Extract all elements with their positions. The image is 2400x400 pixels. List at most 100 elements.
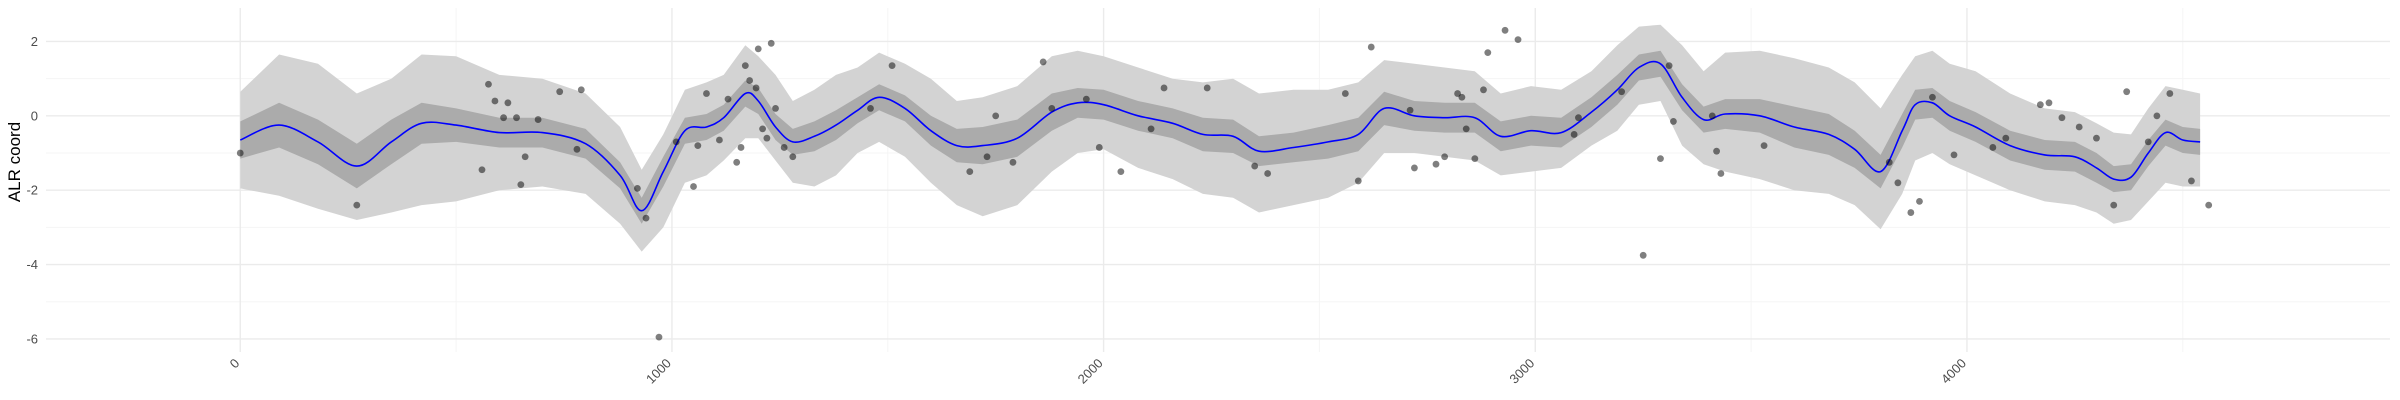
data-point — [1575, 114, 1582, 122]
y-axis-tick-labels: -6 -4 -2 0 2 — [26, 34, 38, 347]
data-point — [478, 166, 486, 174]
data-point — [655, 333, 663, 341]
inner-credible-band — [240, 50, 2201, 224]
data-point — [746, 77, 754, 84]
data-point — [1117, 168, 1125, 176]
data-point — [1618, 88, 1626, 96]
y-tick-label: -6 — [26, 331, 38, 346]
data-point — [733, 158, 741, 166]
data-point — [703, 90, 710, 97]
data-point — [642, 214, 650, 222]
data-point — [1885, 158, 1893, 166]
data-point — [504, 99, 512, 107]
data-point — [1039, 58, 1047, 66]
data-point — [741, 62, 749, 70]
data-point — [1929, 93, 1936, 101]
y-tick-label: 2 — [31, 34, 38, 49]
data-point — [573, 145, 581, 153]
data-point — [2205, 201, 2213, 209]
data-point — [1411, 164, 1418, 172]
x-tick-label: 3000 — [1506, 356, 1537, 387]
data-point — [1708, 112, 1716, 120]
x-axis-tick-labels: 0 1000 2000 3000 4000 — [227, 356, 1969, 387]
x-tick-label: 2000 — [1075, 356, 1106, 387]
y-tick-label: -4 — [26, 257, 38, 272]
data-point — [983, 153, 991, 161]
data-point — [1462, 125, 1470, 133]
x-tick-label: 1000 — [643, 356, 674, 387]
data-point — [1354, 177, 1362, 185]
data-point — [752, 84, 760, 92]
posterior-mean-line — [239, 60, 2201, 212]
data-point — [690, 183, 697, 190]
data-point — [1458, 93, 1466, 101]
data-point — [2123, 88, 2131, 96]
data-point — [1989, 144, 1997, 151]
data-point — [2166, 90, 2174, 97]
data-point — [491, 97, 499, 105]
data-point — [763, 134, 771, 142]
data-point — [485, 80, 492, 88]
data-point — [1894, 179, 1902, 187]
data-point — [2036, 101, 2044, 109]
x-tick-label: 0 — [227, 356, 243, 372]
data-point — [1480, 86, 1487, 94]
data-point — [236, 149, 244, 157]
data-point — [556, 88, 564, 96]
data-point — [867, 105, 874, 112]
data-point — [577, 86, 585, 94]
data-point — [759, 125, 766, 133]
data-point — [1251, 162, 1259, 170]
data-point — [716, 136, 723, 144]
data-point — [500, 114, 507, 122]
data-point — [1665, 62, 1673, 70]
data-point — [517, 181, 525, 189]
data-point — [672, 138, 680, 146]
data-point — [2188, 177, 2195, 185]
data-point — [2058, 114, 2066, 122]
data-point — [1009, 158, 1017, 166]
data-point — [1341, 90, 1349, 97]
y-axis-title: ALR coord — [5, 122, 24, 202]
data-point — [1950, 151, 1958, 159]
data-point — [754, 45, 762, 53]
data-point — [1916, 197, 1923, 205]
data-point — [1639, 251, 1647, 259]
data-point — [2075, 123, 2083, 131]
observed-points — [236, 26, 2213, 341]
x-tick-label: 4000 — [1938, 356, 1969, 387]
data-point — [1203, 84, 1211, 92]
data-point — [1264, 170, 1272, 177]
data-point — [2093, 134, 2100, 142]
data-point — [1082, 95, 1090, 103]
data-point — [888, 62, 896, 70]
data-point — [789, 153, 797, 161]
data-point — [694, 142, 702, 150]
data-point — [513, 114, 520, 122]
data-point — [1441, 153, 1449, 161]
data-point — [353, 201, 361, 209]
data-point — [1670, 118, 1677, 125]
data-point — [724, 95, 732, 103]
data-point — [1471, 155, 1479, 163]
data-point — [1717, 170, 1725, 177]
data-point — [1048, 105, 1056, 112]
data-point — [966, 168, 974, 176]
data-point — [1570, 131, 1578, 138]
data-point — [780, 144, 788, 151]
data-point — [1432, 160, 1440, 168]
data-point — [1760, 142, 1768, 150]
data-point — [2045, 99, 2053, 107]
y-tick-label: -2 — [26, 183, 38, 198]
data-point — [1713, 147, 1720, 155]
data-point — [1657, 155, 1664, 163]
data-point — [1147, 125, 1155, 133]
data-point — [1367, 43, 1375, 51]
data-point — [772, 105, 779, 112]
data-point — [1484, 49, 1492, 57]
data-point — [2002, 134, 2010, 142]
data-point — [737, 144, 745, 151]
data-point — [2144, 138, 2152, 146]
y-tick-label: 0 — [31, 108, 38, 123]
